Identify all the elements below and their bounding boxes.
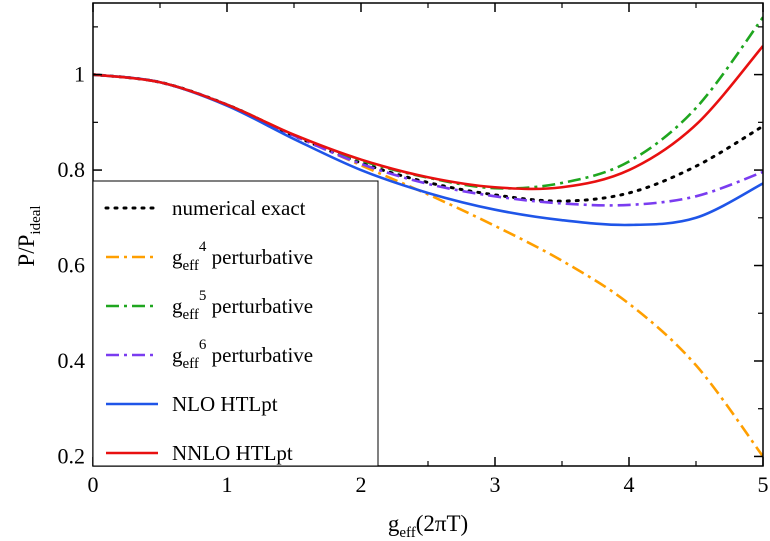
x-axis-title-sub: eff bbox=[399, 525, 415, 541]
y-axis-title-main: P/P bbox=[14, 235, 39, 267]
x-tick-label: 4 bbox=[624, 472, 635, 497]
x-tick-label: 5 bbox=[758, 472, 769, 497]
x-tick-label: 1 bbox=[222, 472, 233, 497]
x-axis-title-tail: (2πT) bbox=[416, 511, 468, 536]
legend-label-numerical-exact: numerical exact bbox=[172, 196, 306, 220]
series-g-eff-5-perturbative-line bbox=[93, 16, 763, 190]
series-g-eff-4-perturbative-line bbox=[93, 73, 763, 458]
y-tick-label: 0.8 bbox=[58, 157, 86, 182]
y-axis-title: P/Pideal bbox=[14, 205, 44, 266]
y-tick-label: 0.2 bbox=[58, 443, 86, 468]
legend-label-g-eff-4-perturbative: geff4 perturbative bbox=[172, 239, 313, 274]
legend-label-nlo-htlpt: NLO HTLpt bbox=[172, 392, 278, 416]
y-axis-title-sub: ideal bbox=[28, 205, 44, 234]
y-tick-label: 0.4 bbox=[58, 348, 86, 373]
legend-label-g-eff-6-perturbative: geff6 perturbative bbox=[172, 337, 313, 372]
y-tick-label: 0.6 bbox=[58, 253, 86, 278]
ticks-layer: 0 1 2 3 4 5 0.2 0.4 0.6 0.8 1 bbox=[58, 3, 769, 497]
legend-label-g-eff-5-perturbative: geff5 perturbative bbox=[172, 288, 313, 323]
legend-label-nnlo-htlpt: NNLO HTLpt bbox=[172, 441, 293, 465]
legend-box bbox=[92, 180, 379, 467]
x-tick-label: 2 bbox=[356, 472, 367, 497]
series-nnlo-htlpt-line bbox=[93, 45, 763, 191]
legend: numerical exact geff4 perturbative geff5 p… bbox=[92, 180, 379, 467]
y-tick-label: 1 bbox=[74, 62, 85, 87]
x-axis-title-main: g bbox=[388, 511, 400, 536]
series-layer bbox=[93, 16, 763, 458]
x-tick-label: 0 bbox=[88, 472, 99, 497]
x-tick-label: 3 bbox=[490, 472, 501, 497]
x-axis-title: geff(2πT) bbox=[388, 511, 468, 541]
